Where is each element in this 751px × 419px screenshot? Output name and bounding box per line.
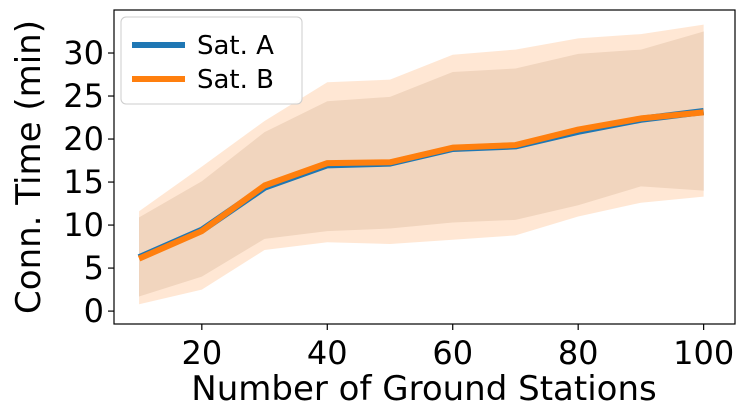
y-tick-label-30: 30 [63,34,104,72]
y-tick-label-20: 20 [63,120,104,158]
x-axis-label: Number of Ground Stations [191,369,656,409]
legend-label-sat-a: Sat. A [197,31,274,61]
plot-frame [113,9,736,325]
line-sat-b [137,109,704,262]
x-tick-label-80: 80 [558,334,599,372]
y-tick-label-5: 5 [84,249,104,287]
y-tick-label-0: 0 [84,292,104,330]
x-tick-label-100: 100 [673,334,734,372]
x-tick-label-60: 60 [432,334,473,372]
legend-label-sat-b: Sat. B [197,65,274,95]
y-tick-label-15: 15 [63,163,104,201]
legend: Sat. A Sat. B [120,16,303,105]
y-axis-label: Conn. Time (min) [9,20,49,314]
x-tick-label-20: 20 [181,334,222,372]
legend-box [120,16,303,105]
y-tick-label-10: 10 [63,206,104,244]
y-tick-label-25: 25 [63,77,104,115]
x-tick-label-40: 40 [307,334,348,372]
band-sat-b [139,24,704,305]
